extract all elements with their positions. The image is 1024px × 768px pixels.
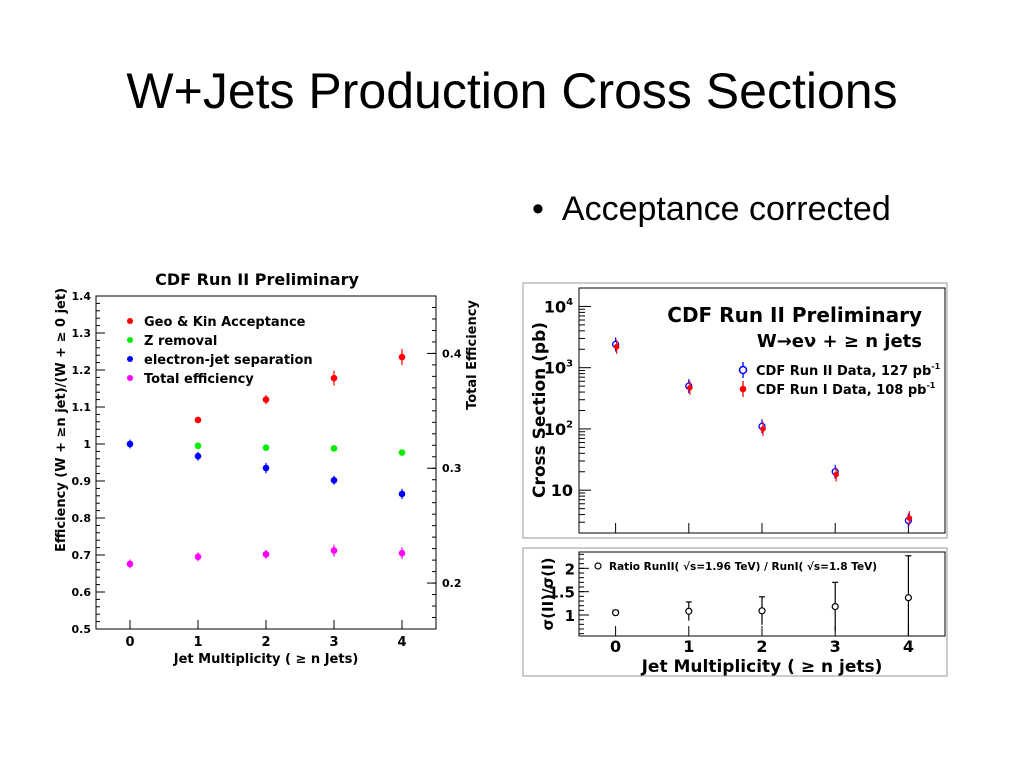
chart3-xtick-label: 1 [683,637,694,656]
chart2-title: CDF Run II Preliminary [667,303,922,327]
chart3-ytick-label: 2 [565,560,575,578]
chart2-legend-label: CDF Run II Data, 127 pb-1 [756,362,941,379]
chart1-xtick-label: 1 [193,635,202,650]
chart1-point [262,396,270,403]
chart1-legend-marker [127,356,133,362]
chart1-xtick-label: 4 [397,635,406,650]
chart2-ytick-label: 102 [544,420,573,439]
chart2-point [687,384,693,391]
chart1-point [330,445,338,452]
chart1-point [194,452,202,460]
chart2-point [760,426,766,432]
chart2-point [833,471,839,478]
chart1-legend-label: Total efficiency [144,372,254,387]
chart1-ylabel: Efficiency (W + ≥n jet)/(W + ≥ 0 jet) [54,288,69,552]
chart1-legend-marker [127,375,133,381]
chart1-ytick-label: 1.1 [72,401,92,414]
chart3-point [611,609,620,617]
chart2-subtitle: W→eν + ≥ n jets [757,331,922,352]
chart1-ytick-label: 1.3 [72,327,92,340]
chart1-ytick-label: 0.8 [72,512,92,525]
chart1-point [330,374,338,382]
chart3-xtick-label: 0 [610,637,621,656]
chart3-point [831,602,839,611]
chart1-title: CDF Run II Preliminary [155,270,359,289]
chart2-legend-marker [738,365,748,375]
chart1-y2tick-label: 0.3 [442,462,462,475]
chart1-point [398,549,406,557]
chart1-y2tick-label: 0.2 [442,577,462,590]
chart2-legend-label: CDF Run I Data, 108 pb-1 [756,381,936,398]
chart2-ytick-label: 104 [544,297,573,316]
chart3-point [685,607,693,615]
chart1-xtick-label: 2 [261,635,270,650]
chart1-xtick-label: 3 [329,635,338,650]
chart1-point [398,353,406,361]
chart1-legend-label: electron-jet separation [144,353,313,368]
chart2-point [906,515,913,521]
chart1-point [194,553,202,561]
chart2-ytick-label: 10 [551,481,573,500]
chart1-ytick-label: 1.4 [72,290,92,303]
bullet-text: Acceptance corrected [561,190,891,228]
chart3-point [904,594,913,602]
chart2-ytick-label: 103 [544,358,573,377]
slide-title: W+Jets Production Cross Sections [126,63,898,119]
chart1-point [398,449,406,456]
chart3-xtick-label: 4 [903,637,914,656]
bullet-item: • Acceptance corrected [532,190,891,229]
chart1-y2tick-label: 0.4 [442,347,462,360]
chart1-xtick-label: 0 [125,635,134,650]
chart1-legend-marker [127,337,133,343]
chart2-ylabel: Cross Section (pb) [530,322,550,498]
chart3-xtick-label: 3 [830,637,841,656]
chart1-ytick-label: 1.2 [72,364,92,377]
chart1-ytick-label: 0.6 [72,586,92,599]
chart1-point [262,444,270,452]
chart2-legend-marker [739,385,747,393]
chart1-xlabel: Jet Multiplicity ( ≥ n Jets) [173,652,359,667]
chart1-point [262,550,270,558]
chart1-legend-label: Z removal [144,334,217,349]
chart3-ylabel: σ(II)/σ(I) [539,557,557,630]
chart1-point [398,490,406,498]
chart1-ytick-label: 0.5 [72,623,92,636]
chart1-point [194,416,202,424]
chart1-ytick-label: 1 [83,438,91,451]
chart1-legend-label: Geo & Kin Acceptance [144,315,306,330]
chart1-point [330,547,338,554]
chart1-point [126,440,134,448]
chart3-xlabel: Jet Multiplicity ( ≥ n jets) [641,657,883,677]
chart1-point [330,476,338,484]
chart1-point [262,464,270,472]
chart3-outer-frame [522,547,948,677]
chart3-ytick-label: 1.5 [548,584,575,602]
chart3-legend-marker [594,562,602,570]
bullet-dot: • [532,190,544,228]
chart1-point [194,442,202,450]
chart3-ytick-label: 1 [565,607,575,625]
chart1-ytick-label: 0.7 [72,549,92,562]
chart1-ytick-label: 0.9 [72,475,92,488]
chart1-y2label: Total Efficiency [465,300,480,410]
chart2-outer-frame [522,282,948,539]
chart1-legend-marker [127,318,133,324]
chart3-point [758,607,766,615]
chart3-legend-label: Ratio RunII( √s=1.96 TeV) / RunI( √s=1.8… [609,561,877,573]
chart2-point [613,343,620,350]
chart1-point [126,560,134,568]
chart3-xtick-label: 2 [756,637,767,656]
